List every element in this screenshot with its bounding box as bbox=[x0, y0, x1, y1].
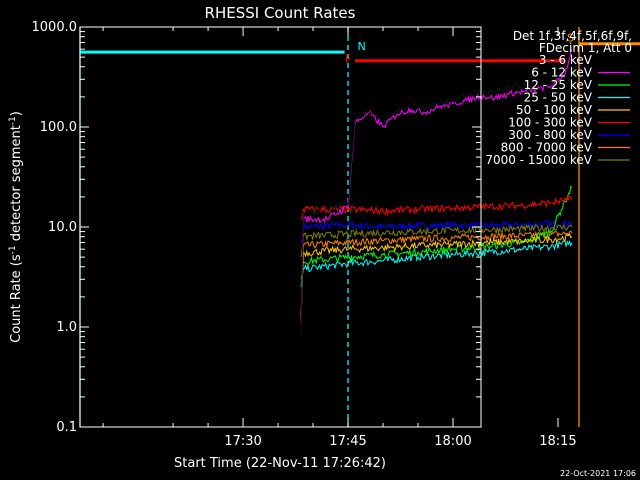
y-tick-label-3: 100.0 bbox=[40, 120, 77, 135]
series-line-6-seg-0 bbox=[300, 218, 573, 243]
y-tick-label-4: 1000.0 bbox=[32, 20, 78, 35]
y-axis-label: Count Rate (s-1 detector segment-1) bbox=[8, 111, 24, 343]
series-line-0-seg-0 bbox=[300, 45, 573, 337]
x-axis-label: Start Time (22-Nov-11 17:26:42) bbox=[174, 456, 386, 471]
x-tick-label-3: 18:15 bbox=[539, 434, 576, 449]
series-line-1-seg-0 bbox=[300, 49, 573, 323]
legend-label-4: 50 - 100 keV bbox=[516, 103, 593, 117]
series-line-7-seg-0 bbox=[300, 230, 573, 316]
x-tick-label-1: 17:45 bbox=[329, 434, 366, 449]
series-line-3-seg-0 bbox=[300, 240, 573, 288]
legend-label-0: 3 - 6 keV bbox=[539, 53, 593, 67]
series-line-4-seg-0 bbox=[300, 232, 573, 320]
legend-label-8: 7000 - 15000 keV bbox=[485, 153, 592, 167]
legend-label-2: 12 - 25 keV bbox=[524, 78, 593, 92]
x-tick-label-0: 17:30 bbox=[224, 434, 261, 449]
legend-label-3: 25 - 50 keV bbox=[524, 91, 593, 105]
legend-label-7: 800 - 7000 keV bbox=[501, 141, 593, 155]
legend-header-line-2: FDecim 1, Att 0 bbox=[539, 41, 632, 55]
marker-label-S: S bbox=[567, 32, 574, 45]
y-tick-label-1: 1.0 bbox=[56, 320, 77, 335]
marker-label-N: N bbox=[358, 40, 366, 53]
series-line-2-seg-0 bbox=[300, 185, 573, 280]
series-line-8-seg-0 bbox=[300, 223, 573, 258]
y-tick-label-0: 0.1 bbox=[56, 420, 77, 435]
footer-timestamp: 22-Oct-2021 17:06 bbox=[560, 469, 636, 478]
interval-markers: NF S bbox=[80, 32, 640, 66]
legend: Det 1f,3f,4f,5f,6f,9f, FDecim 1, Att 0 3… bbox=[485, 29, 632, 167]
x-tick-label-2: 18:00 bbox=[434, 434, 471, 449]
legend-label-1: 6 - 12 keV bbox=[531, 66, 593, 80]
legend-header-line-1: Det 1f,3f,4f,5f,6f,9f, bbox=[513, 29, 632, 43]
count-rate-series bbox=[300, 45, 573, 337]
chart-title: RHESSI Count Rates bbox=[205, 4, 356, 22]
marker-label-F: F bbox=[345, 53, 351, 66]
y-axis-ticks: 0.1 1.0 10.0 100.0 1000.0 bbox=[32, 20, 481, 435]
y-tick-label-2: 10.0 bbox=[48, 220, 77, 235]
legend-label-5: 100 - 300 keV bbox=[508, 116, 592, 130]
series-line-5-seg-0 bbox=[300, 195, 573, 220]
legend-label-6: 300 - 800 keV bbox=[508, 128, 592, 142]
